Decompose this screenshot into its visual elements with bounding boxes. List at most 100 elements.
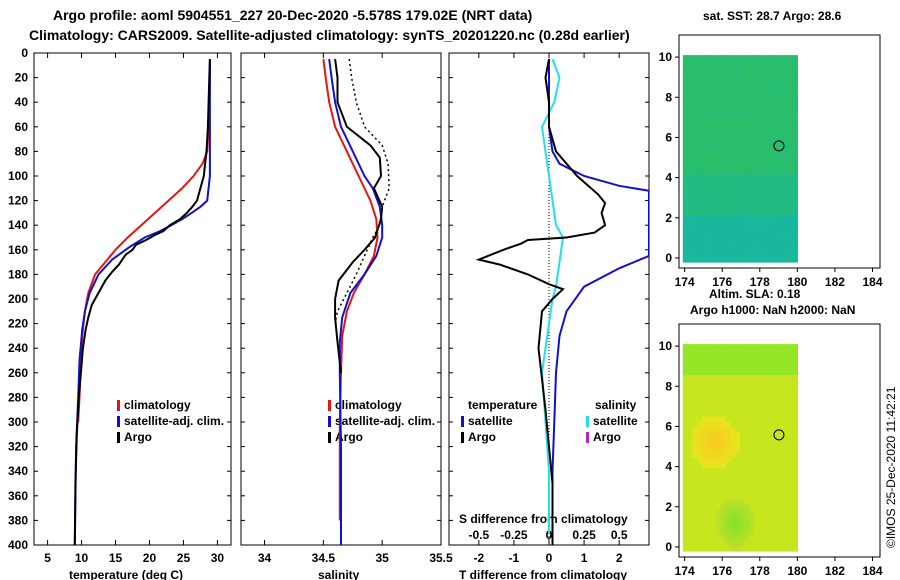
map-cell (697, 411, 703, 418)
map-cell (735, 530, 741, 537)
y-tick-label: 200 (8, 292, 28, 306)
map-cell (763, 519, 770, 526)
map-cell (716, 432, 722, 438)
map-y-tick-label: 8 (665, 379, 672, 393)
map-cell (730, 210, 736, 217)
map-cell (730, 442, 736, 449)
map-cell (783, 468, 789, 474)
map-cell (744, 457, 751, 464)
map-cell (759, 473, 765, 480)
map-cell (783, 225, 789, 232)
map-cell (744, 437, 751, 443)
map-cell (778, 246, 784, 253)
map-cell (682, 158, 689, 165)
map-cell (792, 256, 798, 263)
map-cell (749, 163, 755, 170)
map-cell (711, 364, 717, 371)
map-cell (725, 530, 732, 537)
map-cell (787, 225, 794, 232)
map-cell (692, 55, 698, 61)
map-cell (682, 530, 689, 537)
map-cell (744, 416, 751, 423)
map-cell (692, 205, 698, 211)
map-cell (759, 437, 765, 443)
map-cell (740, 483, 746, 490)
map-cell (735, 194, 741, 201)
map-cell (787, 473, 794, 480)
map-cell (716, 55, 722, 61)
map-cell (721, 463, 727, 469)
map-cell (687, 189, 693, 196)
map-cell (778, 158, 784, 165)
map-cell (763, 369, 770, 376)
map-cell (687, 359, 693, 366)
map-cell (792, 86, 798, 92)
map-cell (692, 525, 698, 531)
map-cell (792, 483, 798, 490)
map-cell (721, 406, 727, 412)
map-cell (763, 205, 770, 211)
map-cell (725, 65, 732, 72)
map-cell (787, 75, 794, 82)
map-cell (792, 457, 798, 464)
map-cell (749, 494, 755, 500)
map-cell (697, 225, 703, 232)
map-cell (792, 220, 798, 227)
map-cell (744, 406, 751, 412)
map-cell (711, 390, 717, 397)
map-cell (783, 179, 789, 185)
map-cell (787, 364, 794, 371)
map-cell (706, 494, 712, 500)
map-cell (749, 55, 755, 61)
map-cell (725, 364, 732, 371)
map-cell (740, 457, 746, 464)
map-cell (721, 236, 727, 242)
legend-header-temperature: temperature (468, 398, 538, 412)
map-cell (692, 168, 698, 175)
map-cell (735, 55, 741, 61)
map-cell (692, 504, 698, 511)
map-cell (740, 112, 746, 118)
map-y-tick-label: 6 (665, 419, 672, 433)
map-cell (721, 375, 727, 381)
map-cell (759, 395, 765, 402)
map-cell (778, 106, 784, 113)
map-cell (740, 437, 746, 443)
map-cell (778, 432, 784, 438)
map-cell (706, 70, 712, 77)
map-cell (768, 251, 775, 258)
map-cell (754, 210, 760, 217)
map-cell (763, 499, 770, 506)
map-cell (740, 122, 746, 129)
map-cell (763, 468, 770, 474)
map-cell (783, 395, 789, 402)
map-cell (773, 375, 779, 381)
map-cell (697, 132, 703, 139)
map-cell (735, 504, 741, 511)
map-cell (749, 530, 755, 537)
map-cell (711, 230, 717, 237)
map-cell (701, 153, 708, 160)
map-cell (706, 220, 712, 227)
temperature-panel (33, 52, 232, 546)
map-cell (768, 174, 775, 180)
map-cell (735, 122, 741, 129)
map-cell (682, 478, 689, 485)
map-cell (773, 143, 779, 149)
map-cell (778, 442, 784, 449)
map-cell (749, 127, 755, 134)
map-cell (778, 148, 784, 154)
map-cell (730, 509, 736, 516)
map-cell (725, 452, 732, 459)
map-y-tick-label: 2 (665, 500, 672, 514)
map-cell (773, 101, 779, 108)
y-tick-label: 280 (8, 390, 28, 404)
map-cell (773, 256, 779, 263)
map-cell (701, 432, 708, 438)
map-cell (682, 199, 689, 206)
map-cell (744, 545, 751, 552)
map-cell (787, 369, 794, 376)
map-cell (768, 447, 775, 454)
map-cell (706, 215, 712, 222)
map-cell (759, 143, 765, 149)
